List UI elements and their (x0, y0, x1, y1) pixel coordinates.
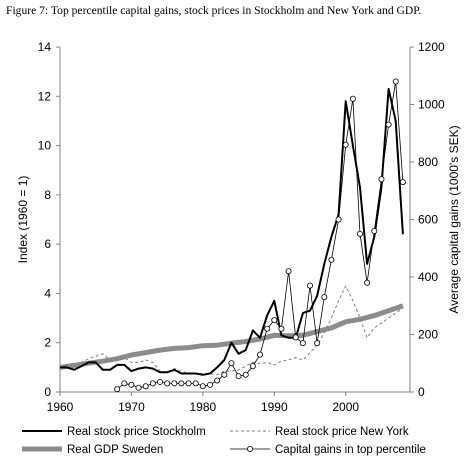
y-right-tick-label: 800 (418, 155, 438, 169)
data-point-capital-gains-in-top-percentile (314, 340, 321, 347)
legend-label: Real stock price New York (275, 426, 409, 438)
y-right-tick-label: 400 (418, 270, 438, 284)
y-left-tick-label: 6 (44, 237, 51, 251)
plot-area (59, 78, 406, 393)
y-left-tick-label: 0 (44, 385, 51, 399)
x-tick-label: 1990 (261, 400, 288, 414)
data-point-capital-gains-in-top-percentile (278, 325, 285, 332)
y-left-tick-label: 8 (44, 188, 51, 202)
data-point-capital-gains-in-top-percentile (214, 377, 221, 384)
legend-label: Real stock price Stockholm (67, 426, 206, 438)
legend: Real stock price Stockholm Real stock pri… (22, 426, 426, 456)
data-point-capital-gains-in-top-percentile (378, 176, 385, 183)
data-point-capital-gains-in-top-percentile (114, 386, 121, 393)
x-tick-label: 1970 (118, 400, 145, 414)
data-point-capital-gains-in-top-percentile (299, 340, 306, 347)
data-point-capital-gains-in-top-percentile (349, 95, 356, 102)
x-tick-label: 1960 (47, 400, 74, 414)
data-point-capital-gains-in-top-percentile (371, 227, 378, 234)
data-point-capital-gains-in-top-percentile (271, 317, 278, 324)
legend-label: Capital gains in top percentile (275, 444, 426, 456)
y-right-tick-label: 1000 (418, 98, 445, 112)
data-point-capital-gains-in-top-percentile (342, 141, 349, 148)
data-point-capital-gains-in-top-percentile (228, 360, 235, 367)
y-left-tick-label: 10 (38, 139, 52, 153)
x-tick-label: 1980 (190, 400, 217, 414)
data-point-capital-gains-in-top-percentile (321, 294, 328, 301)
figure-caption: Figure 7: Top percentile capital gains, … (6, 4, 422, 17)
data-point-capital-gains-in-top-percentile (285, 268, 292, 275)
y-right-tick-label: 200 (418, 328, 438, 342)
data-point-capital-gains-in-top-percentile (121, 380, 128, 387)
y-right-tick-label: 0 (418, 385, 425, 399)
data-point-capital-gains-in-top-percentile (156, 378, 163, 385)
legend-label: Real GDP Sweden (67, 444, 163, 456)
data-point-capital-gains-in-top-percentile (364, 279, 371, 286)
data-point-capital-gains-in-top-percentile (192, 380, 199, 387)
data-point-capital-gains-in-top-percentile (392, 78, 399, 85)
data-point-capital-gains-in-top-percentile (306, 282, 313, 289)
data-point-capital-gains-in-top-percentile (328, 256, 335, 263)
data-point-capital-gains-in-top-percentile (149, 380, 156, 387)
data-point-capital-gains-in-top-percentile (264, 325, 271, 332)
data-point-capital-gains-in-top-percentile (199, 383, 206, 390)
y-right-tick-label: 1200 (418, 40, 445, 54)
data-point-capital-gains-in-top-percentile (399, 179, 406, 186)
legend-marker (246, 445, 253, 452)
data-point-capital-gains-in-top-percentile (235, 373, 242, 380)
data-point-capital-gains-in-top-percentile (128, 381, 135, 388)
data-point-capital-gains-in-top-percentile (206, 381, 213, 388)
data-point-capital-gains-in-top-percentile (142, 383, 149, 390)
y-left-tick-label: 4 (44, 286, 51, 300)
data-point-capital-gains-in-top-percentile (335, 216, 342, 223)
y-right-tick-label: 600 (418, 213, 438, 227)
x-tick-label: 2000 (332, 400, 359, 414)
data-point-capital-gains-in-top-percentile (221, 371, 228, 378)
data-point-capital-gains-in-top-percentile (385, 121, 392, 128)
data-point-capital-gains-in-top-percentile (242, 371, 249, 378)
y-axis-left-title: Index (1960 = 1) (16, 176, 30, 264)
series-line-real-stock-price-stockholm (60, 87, 404, 376)
data-point-capital-gains-in-top-percentile (256, 351, 263, 358)
series-line-real-gdp-sweden (59, 303, 404, 370)
data-point-capital-gains-in-top-percentile (292, 334, 299, 341)
data-point-capital-gains-in-top-percentile (356, 230, 363, 237)
data-point-capital-gains-in-top-percentile (185, 380, 192, 387)
data-point-capital-gains-in-top-percentile (249, 363, 256, 370)
y-left-tick-label: 2 (44, 336, 51, 350)
data-point-capital-gains-in-top-percentile (178, 380, 185, 387)
data-point-capital-gains-in-top-percentile (164, 380, 171, 387)
chart-axes: 0 2 4 6 8 10 12 14 0 200 400 600 800 1000 1200 1960 1970… (16, 40, 461, 414)
y-axis-right-title: Average capital gains (1000's SEK) (447, 125, 461, 313)
y-left-tick-label: 14 (38, 40, 52, 54)
data-point-capital-gains-in-top-percentile (135, 384, 142, 391)
series-line-real-stock-price-new-york (59, 285, 404, 376)
data-point-capital-gains-in-top-percentile (171, 380, 178, 387)
y-left-tick-label: 12 (38, 89, 52, 103)
